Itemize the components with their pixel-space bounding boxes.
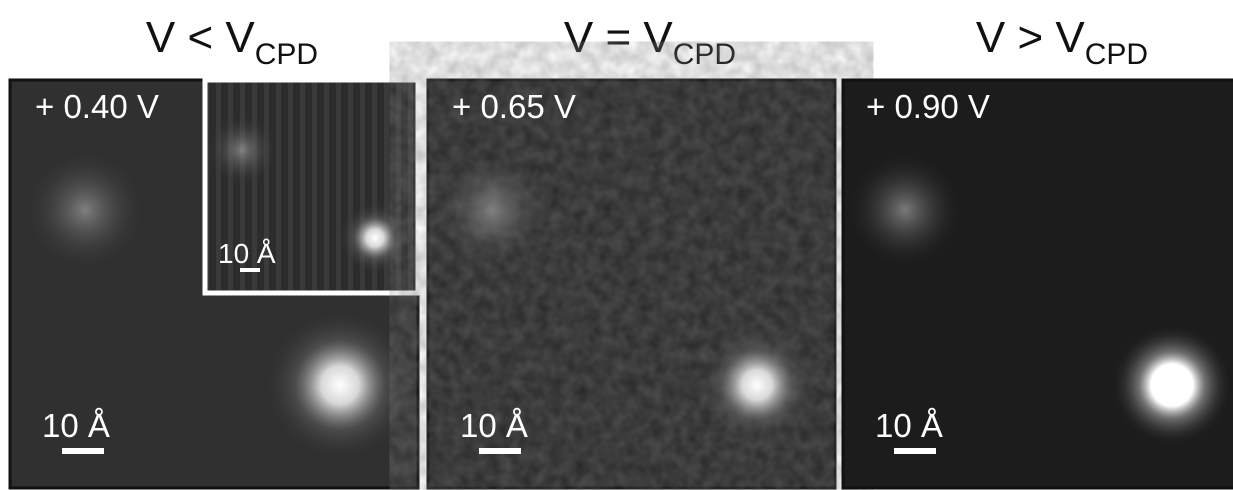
scale-bar	[894, 448, 936, 454]
title-subscript: CPD	[1085, 38, 1148, 71]
figure: V < VCPD V = VCPD V > VCPD 10 Å + 0.40 V…	[0, 0, 1233, 490]
title-main: V < V	[146, 13, 255, 62]
image-panel: + 0.90 V 10 Å	[843, 80, 1233, 488]
title-subscript: CPD	[255, 38, 318, 71]
inset: 10 Å	[205, 80, 418, 293]
scale-bar	[62, 448, 104, 454]
panel-title: V > VCPD	[976, 13, 1148, 71]
scale-label: 10 Å	[42, 407, 110, 444]
scale-label: 10 Å	[875, 407, 943, 444]
scale-label: 10 Å	[460, 407, 528, 444]
scale-bar	[479, 448, 521, 454]
image-panel: + 0.65 V 10 Å	[428, 80, 835, 488]
scale-bar	[240, 268, 260, 272]
title-subscript: CPD	[673, 38, 736, 71]
image-panel: 10 Å + 0.40 V 10 Å	[10, 80, 418, 488]
panel-title: V < VCPD	[146, 13, 318, 71]
bias-label: + 0.40 V	[35, 88, 159, 125]
bias-label: + 0.65 V	[452, 88, 576, 125]
title-main: V > V	[976, 13, 1085, 62]
panel-title: V = VCPD	[564, 13, 736, 71]
bias-label: + 0.90 V	[866, 88, 990, 125]
scale-label: 10 Å	[218, 238, 276, 269]
title-main: V = V	[564, 13, 673, 62]
